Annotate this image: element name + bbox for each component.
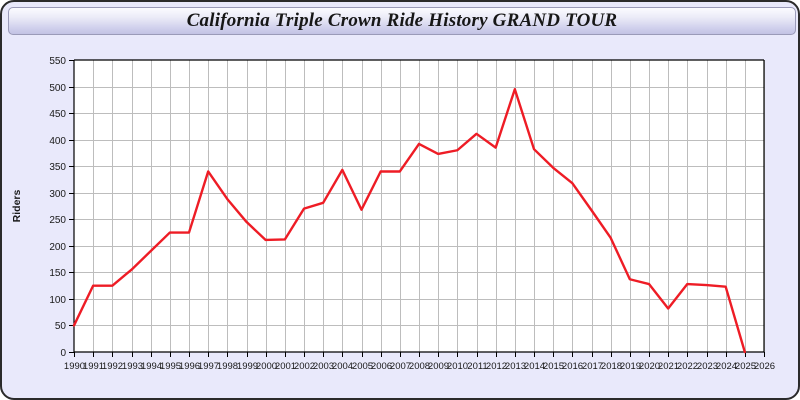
x-tick-label: 2019 (620, 361, 641, 372)
x-tick-label: 2013 (505, 361, 526, 372)
grid-lines (74, 60, 765, 352)
riders-series-line (72, 88, 747, 354)
x-tick-label: 2005 (352, 361, 373, 372)
x-tick-label: 2011 (467, 361, 487, 372)
x-tick-label: 2017 (582, 361, 603, 372)
x-tick-label: 2002 (294, 361, 315, 372)
x-tick-label: 2006 (371, 361, 392, 372)
x-tick-label: 2026 (754, 361, 775, 372)
x-tick-label: 2020 (639, 361, 660, 372)
y-tick-label: 0 (60, 348, 66, 359)
x-tick-label: 1995 (160, 361, 181, 372)
x-tick-label: 2001 (275, 361, 296, 372)
y-tick-label: 400 (49, 136, 66, 147)
x-tick-label: 1990 (64, 361, 85, 372)
page-title: California Triple Crown Ride History GRA… (186, 10, 618, 31)
x-axis-ticks: 1990199119921993199419951996199719981999… (64, 352, 775, 372)
title-bar: California Triple Crown Ride History GRA… (8, 7, 796, 35)
x-tick-label: 1998 (217, 361, 238, 372)
y-tick-label: 100 (49, 295, 66, 306)
y-axis-title: Riders (11, 190, 23, 223)
x-tick-label: 1997 (198, 361, 219, 372)
x-tick-label: 1992 (102, 361, 123, 372)
x-tick-label: 2009 (428, 361, 449, 372)
x-tick-label: 1996 (179, 361, 200, 372)
y-tick-label: 550 (49, 56, 66, 67)
x-tick-label: 2018 (601, 361, 622, 372)
x-tick-label: 2010 (447, 361, 468, 372)
x-tick-label: 2024 (716, 361, 737, 372)
y-axis-ticks: 0 50 100 150 200 250 300 350 400 450 500 550 (49, 56, 74, 359)
x-tick-label: 1994 (141, 361, 162, 372)
x-tick-label: 2021 (658, 361, 679, 372)
x-tick-label: 2000 (256, 361, 277, 372)
x-tick-label: 1991 (83, 361, 104, 372)
y-tick-label: 450 (49, 109, 66, 120)
x-tick-label: 2016 (562, 361, 583, 372)
x-tick-label: 2003 (313, 361, 334, 372)
x-tick-label: 2008 (409, 361, 430, 372)
x-tick-label: 2023 (697, 361, 718, 372)
y-tick-label: 300 (49, 189, 66, 200)
x-tick-label: 2007 (390, 361, 411, 372)
y-tick-label: 500 (49, 83, 66, 94)
plot-area-container: 0 50 100 150 200 250 300 350 400 450 500 550 1990 19… (2, 40, 798, 398)
x-tick-label: 2004 (332, 361, 353, 372)
x-tick-label: 1999 (237, 361, 258, 372)
y-tick-label: 50 (55, 321, 67, 332)
x-tick-label: 2022 (677, 361, 698, 372)
x-tick-label: 2025 (735, 361, 756, 372)
x-tick-label: 2015 (543, 361, 564, 372)
x-tick-label: 1993 (122, 361, 143, 372)
y-tick-label: 250 (49, 215, 66, 226)
y-tick-label: 350 (49, 162, 66, 173)
y-tick-label: 150 (49, 268, 66, 279)
y-tick-label: 200 (49, 242, 66, 253)
x-tick-label: 2014 (524, 361, 545, 372)
x-tick-label: 2012 (486, 361, 507, 372)
